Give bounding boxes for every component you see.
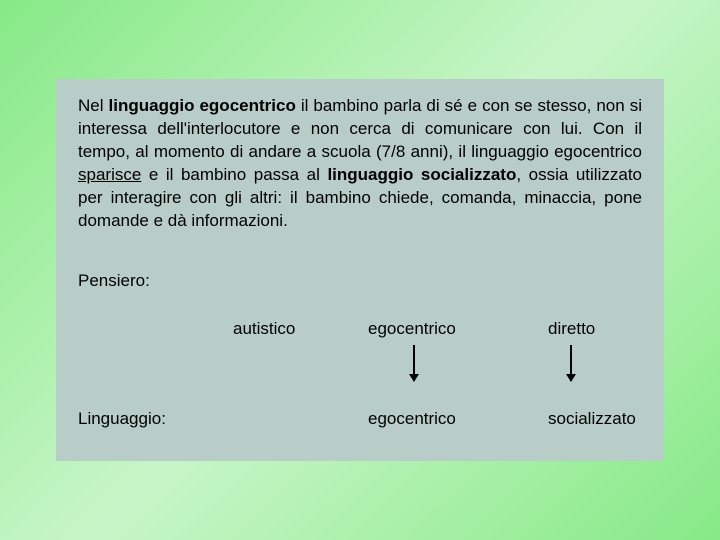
arrow-diretto: [570, 345, 572, 381]
slide-content-box: Nel linguaggio egocentrico il bambino pa…: [56, 79, 664, 461]
para-seg-1: Nel: [78, 96, 109, 115]
arrow-egocentrico: [413, 345, 415, 381]
term-diretto: diretto: [548, 319, 595, 339]
term-egocentrico-bottom: egocentrico: [368, 409, 456, 429]
para-seg-2-bold: linguaggio egocentrico: [109, 96, 296, 115]
main-paragraph: Nel linguaggio egocentrico il bambino pa…: [78, 95, 642, 233]
term-egocentrico-top: egocentrico: [368, 319, 456, 339]
term-socializzato: socializzato: [548, 409, 636, 429]
term-autistico: autistico: [233, 319, 295, 339]
para-seg-4-underline: sparisce: [78, 165, 141, 184]
para-seg-6-bold: linguaggio socializzato: [327, 165, 516, 184]
pensiero-label: Pensiero:: [78, 271, 642, 291]
linguaggio-label: Linguaggio:: [78, 409, 166, 429]
para-seg-5: e il bambino passa al: [141, 165, 327, 184]
diagram-area: autistico egocentrico diretto Linguaggio…: [78, 319, 642, 439]
